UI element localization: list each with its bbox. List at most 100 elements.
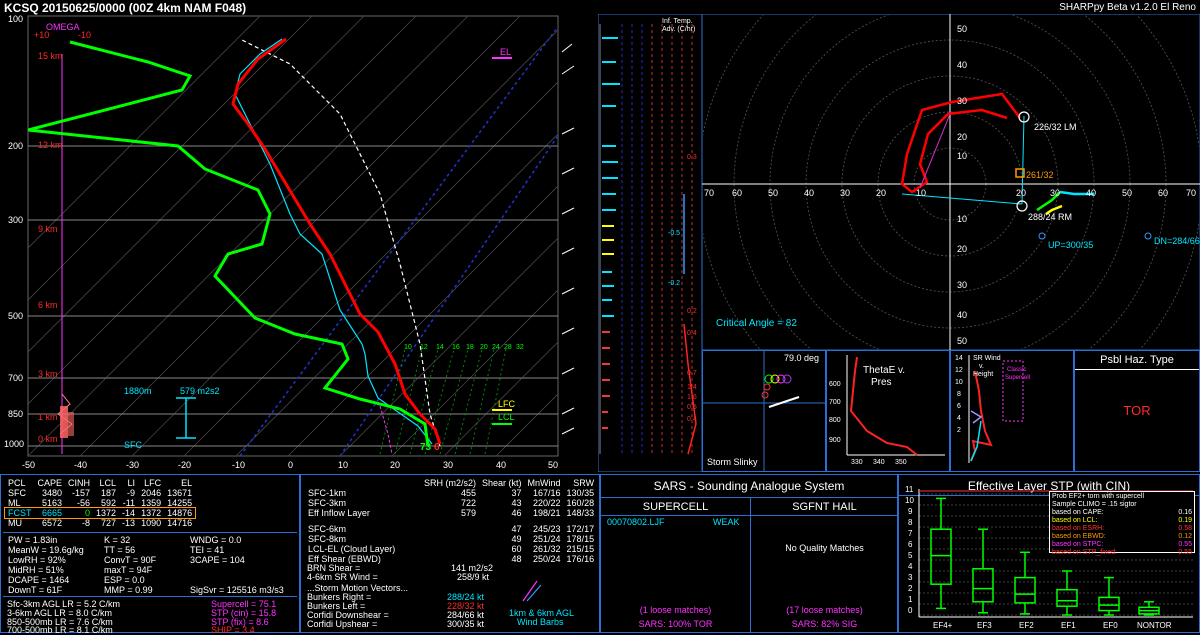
col-header: CINH [68,478,91,488]
thetae-panel[interactable]: ThetaE v. Pres 600 700 800 900 330 340 3… [826,350,950,472]
hodo-trace-cyan [1059,190,1094,196]
eff-inflow-bracket [176,397,196,439]
hodo-axis-label: 50 [957,336,968,346]
inferred-temp-value: 0.3 [687,154,697,161]
stp-category: NONTOR [1137,621,1172,630]
stp-ytick: 0 [908,606,913,615]
stp-cin-param: STP (cin) = 15.8 [211,608,277,618]
lapse-rate: 850-500mb LR = 7.6 C/km [7,617,113,627]
col-header: SRH (m2/s2) [424,478,477,488]
stp-legend: Prob EF2+ torn with supercell Sample CLI… [1049,491,1195,556]
hazard-value: TOR [1123,403,1151,418]
hodo-axis-label: 70 [1186,188,1197,198]
thermo-panel[interactable]: PCL CAPE CINH LCL LI LFC EL SFC 3480 -157 1… [0,474,300,635]
corfidi-up-label: Corfidi Upshear = [307,619,378,629]
supercell-param: Supercell = 75.1 [211,599,277,609]
table-row[interactable]: SFC 3480 -157 187 -9 2046 13671 [8,488,193,498]
stp-legend-row: based on ESRH: 0.58 [1052,525,1192,533]
stp-category: EF1 [1061,621,1076,630]
srwind-title: v. [979,363,984,370]
hodo-axis-label: 40 [957,310,968,320]
lapse-rate: Sfc-3km AGL LR = 5.2 C/km [7,599,120,609]
bunkers-left-value: 228/32 kt [447,601,485,611]
wind-barb-legend-icon [522,580,542,602]
table-row[interactable]: MU 6572 -8 727 -13 1090 14716 [8,518,193,528]
stp-legend-label: based on STPC: [1052,541,1104,548]
stp-panel[interactable]: Effective Layer STP (with CIN) 11 10 9 8… [898,474,1200,633]
hodo-axis-label: 20 [957,244,968,254]
temp-axis-label: -20 [178,460,192,470]
inferred-temp-svg [597,13,703,473]
stp-ytick: 10 [905,496,914,505]
hail-no-matches: No Quality Matches [785,543,864,553]
inferred-temp-value: 0.7 [687,370,697,377]
table-row[interactable]: Eff Inflow Layer 579 46 198/21 148/33 [308,508,595,518]
stp-ytick: 8 [908,518,913,527]
hodo-axis-label: 20 [876,188,887,198]
hodo-axis-label: 40 [804,188,815,198]
hodo-axis-label: 50 [957,24,968,34]
eff-inflow-srh-label: 579 m2s2 [180,386,220,396]
table-row[interactable]: LCL-EL (Cloud Layer) 60 261/32 215/15 [308,544,595,554]
hodo-trace-red [900,92,1021,194]
height-label: 12 km [38,140,63,150]
kinematic-panel[interactable]: SRH (m2/s2) Shear (kt) MnWind SRW SFC-1k… [300,474,600,633]
stp-ytick: 5 [908,551,913,560]
stp-legend-row: based on STPC: 0.55 [1052,541,1192,549]
lfc-label: LFC [498,399,516,409]
hodo-axis-label: 50 [768,188,779,198]
supercell-loose: (1 loose matches) [639,605,712,615]
srwind-panel[interactable]: SR Wind v. Height Classic Supercell 14 1… [950,350,1074,472]
table-row[interactable]: ML 5163 -56 592 -11 1359 14255 [8,498,193,508]
height-label: 3 km [38,369,58,379]
table-row[interactable]: SFC-8km 49 251/24 178/15 [308,534,595,544]
hodo-axis-label: 70 [704,188,715,198]
temp-axis-label: -10 [232,460,246,470]
srwind-ytick: 12 [955,367,963,374]
stp-legend-value: 0.12 [1178,533,1192,540]
inferred-temp-adv-panel[interactable]: Inf. Temp. Adv. (C/hr) 0.3 -0.5 -0.2 0.2… [597,13,703,473]
temperature-trace [231,37,442,445]
table-row[interactable]: SFC-3km 722 43 220/22 160/28 [308,498,595,508]
hazard-panel[interactable]: Psbl Haz. Type TOR [1074,350,1200,472]
temp-axis-label: 40 [496,460,507,470]
stp-legend-value: 0.58 [1178,525,1192,532]
table-row[interactable]: SFC-6km 47 245/23 172/17 [308,524,595,534]
hodo-axis-label: 10 [916,188,927,198]
inferred-temp-value: -0.2 [668,280,681,287]
srwind-ytick: 14 [955,355,963,362]
inferred-temp-value: 1.4 [687,384,697,391]
supercell-match[interactable]: 00070802.LJF [607,517,665,527]
table-row-selected[interactable]: FCST 6665 0 1372 -14 1372 14876 [3,507,197,519]
sr-wind-value: 258/9 kt [457,572,490,582]
skewt-panel[interactable]: 100 200 300 500 700 850 1000 15 km 12 km… [0,14,598,472]
table-row[interactable]: Eff Shear (EBWD) 48 250/24 176/16 [308,554,595,564]
temp-axis-label: 20 [390,460,401,470]
lapse-rate: 3-6km AGL LR = 8.0 C/km [7,608,112,618]
hodo-axis-label: 40 [1086,188,1097,198]
inferred-temp-value: 0.5 [687,404,697,411]
isotherm-0c [339,134,558,456]
sars-panel[interactable]: SARS - Sounding Analogue System SUPERCEL… [600,474,898,633]
srwind-classic-label: Classic [1007,367,1027,373]
mixing-ratio-label: 10 [404,344,412,351]
hodo-axis-label: 50 [1122,188,1133,198]
stp-legend-label: based on CAPE: [1052,509,1104,516]
col-header: SRW [573,478,595,488]
el-label: EL [500,47,512,57]
inferred-temp-subtitle: Adv. (C/hr) [662,26,696,33]
mixing-ratio-label: 18 [466,344,474,351]
hodo-axis-label: 30 [957,96,968,106]
corfidi-up-value: 300/35 kt [447,619,485,629]
table-row[interactable]: SFC-1km 455 37 167/16 130/35 [308,488,595,498]
thetae-ytick: 800 [829,417,841,424]
storm-slinky-panel[interactable]: 79.0 deg Storm Slinky [702,350,826,472]
inferred-temp-value: 0.2 [687,308,697,315]
hodo-axis-label: 20 [1016,188,1027,198]
col-header: PCL [8,478,26,488]
hodo-axis-label: 60 [732,188,743,198]
omega-label: OMEGA [46,22,80,32]
thetae-title: ThetaE v. [863,365,906,376]
dcape-trace [379,405,393,455]
hodograph-panel[interactable]: 50 40 30 20 10 10 20 30 40 50 70 60 50 4… [701,13,1200,351]
